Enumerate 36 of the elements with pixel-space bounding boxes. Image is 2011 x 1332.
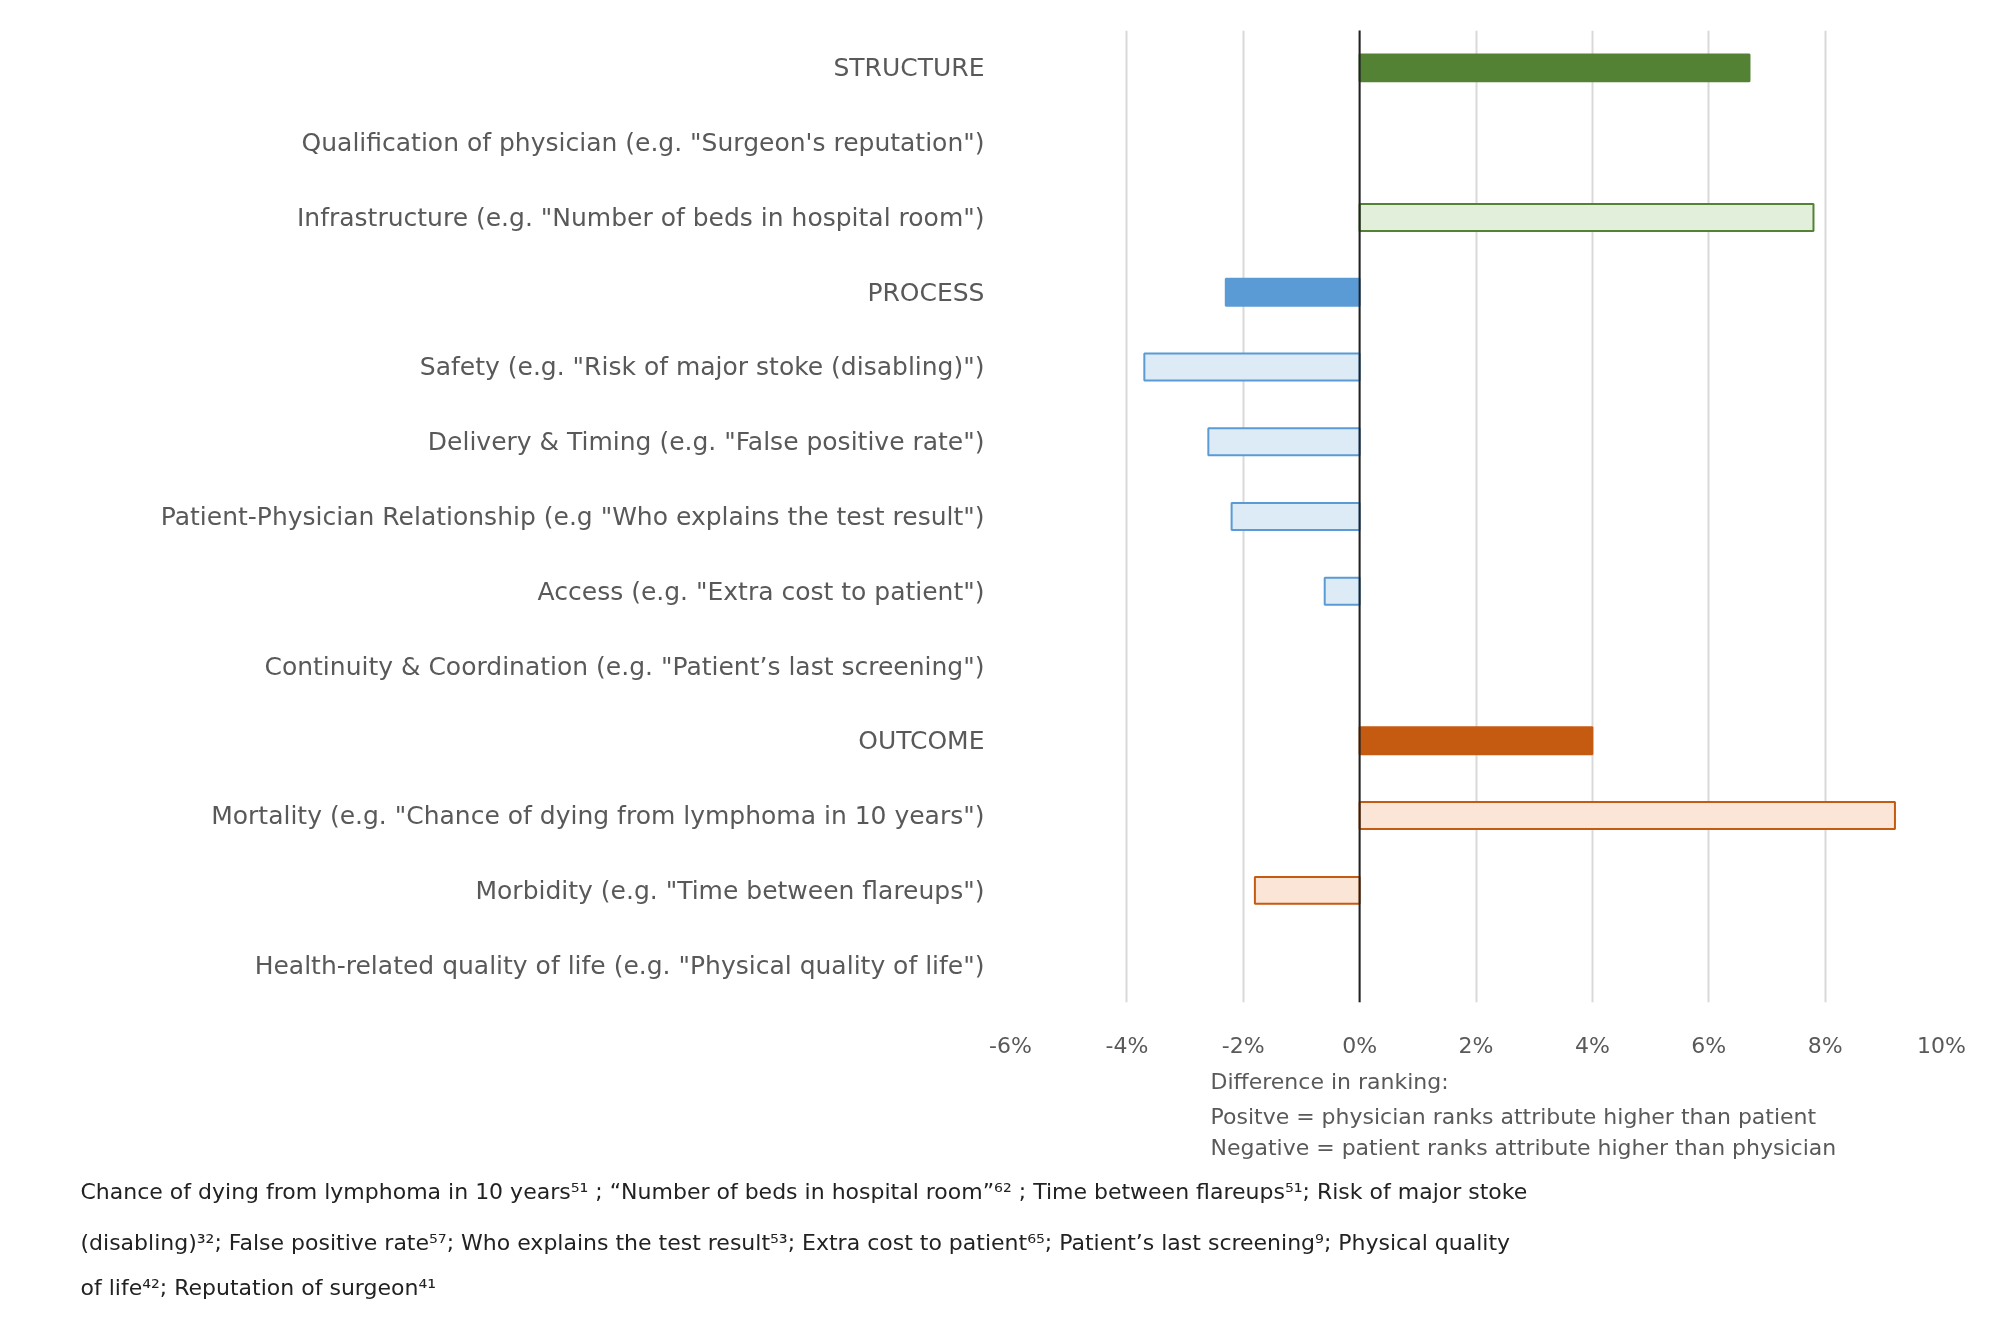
bar [1143, 352, 1361, 382]
x-tick-label: 2% [1458, 1032, 1494, 1058]
x-tick-label: -2% [1221, 1032, 1265, 1058]
y-tick-label: Safety (e.g. "Risk of major stoke (disabling)") [419, 352, 985, 382]
x-tick-label: 8% [1807, 1032, 1843, 1058]
bar [1358, 53, 1751, 83]
bar [1358, 801, 1896, 831]
y-tick-label: Delivery & Timing (e.g. "False positive rate") [427, 427, 985, 457]
bar [1358, 202, 1815, 232]
x-tick-label: -6% [989, 1032, 1032, 1058]
text: Positve = physician ranks attribute higher than patient [1210, 1103, 1817, 1129]
x-tick-label: 10% [1917, 1032, 1966, 1058]
bar [1358, 726, 1594, 756]
y-tick-label: Patient-Physician Relationship (e.g "Who explains the test result") [160, 502, 985, 531]
x-tick-label: -4% [1105, 1032, 1149, 1058]
y-tick-label: OUTCOME [858, 726, 985, 756]
bar [1224, 277, 1361, 307]
text: Negative = patient ranks attribute higher than physician [1210, 1134, 1837, 1160]
y-tick-label: Infrastructure (e.g. "Number of beds in hospital room") [296, 202, 985, 232]
y-tick-label: PROCESS [867, 277, 985, 307]
y-tick-label: Access (e.g. "Extra cost to patient") [537, 576, 985, 606]
bar [1253, 875, 1361, 905]
y-tick-label: Health-related quality of life (e.g. "Physical quality of life") [254, 950, 985, 980]
y-tick-label: Mortality (e.g. "Chance of dying from lymphoma in 10 years") [211, 801, 985, 831]
x-tick-label: 6% [1691, 1032, 1727, 1058]
y-tick-label: Qualification of physician (e.g. "Surgeon's reputation") [301, 128, 985, 158]
bar [1323, 576, 1361, 606]
text: Chance of dying from lymphoma in 10 years⁵¹ ; “Number of beds in hospital room”⁶² ; Time between flareups⁵¹; Risk of major stoke (disabling)³²; False positive rate⁵⁷; Who explains the test result⁵³; Extra cost to patient⁶⁵; Patient’s last screening⁹; Physical quality of life⁴²; Reputation of surgeon⁴¹ [80, 1178, 1528, 1300]
y-tick-label: STRUCTURE [833, 53, 985, 83]
x-tick-label: 0% [1342, 1032, 1378, 1058]
x-tick-label: 4% [1574, 1032, 1610, 1058]
y-tick-label: Morbidity (e.g. "Time between flareups") [475, 875, 985, 905]
text: Difference in ranking: [1210, 1068, 1449, 1094]
bar [1207, 427, 1361, 457]
y-tick-label: Continuity & Coordination (e.g. "Patient’s last screening") [264, 651, 985, 681]
bar [1230, 502, 1361, 531]
